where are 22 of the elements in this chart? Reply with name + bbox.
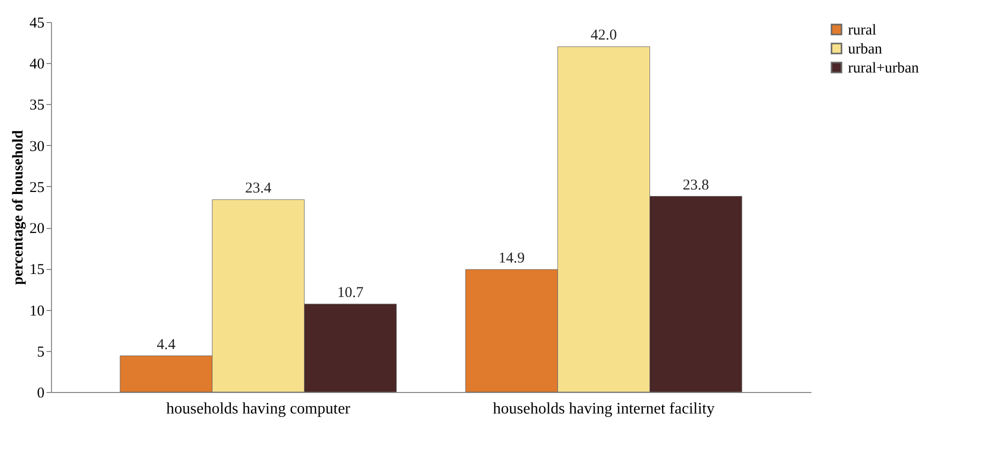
x-tick-label: households having internet facility: [492, 400, 715, 418]
y-tick-label: 20: [30, 221, 44, 238]
legend-label: rural+urban: [848, 60, 920, 76]
y-tick-label: 40: [30, 56, 44, 73]
legend-label: urban: [848, 42, 883, 58]
x-tick-label: households having computer: [166, 400, 351, 418]
y-tick-label: 0: [37, 386, 44, 402]
data-label: 42.0: [590, 28, 617, 44]
data-label: 4.4: [156, 336, 176, 353]
y-tick-label: 10: [30, 303, 44, 320]
y-axis-title: percentage of household: [10, 129, 26, 285]
data-label: 23.4: [245, 180, 272, 197]
y-tick-label: 35: [30, 98, 44, 114]
y-tick-label: 15: [30, 262, 44, 278]
data-label: 10.7: [337, 285, 364, 302]
data-label: 14.9: [498, 250, 525, 266]
y-tick-label: 30: [30, 138, 44, 155]
y-tick-label: 5: [37, 344, 44, 360]
y-tick-label: 45: [30, 16, 44, 32]
data-label: 23.8: [682, 177, 709, 194]
legend-label: rural: [848, 22, 876, 38]
y-tick-label: 25: [30, 180, 44, 196]
